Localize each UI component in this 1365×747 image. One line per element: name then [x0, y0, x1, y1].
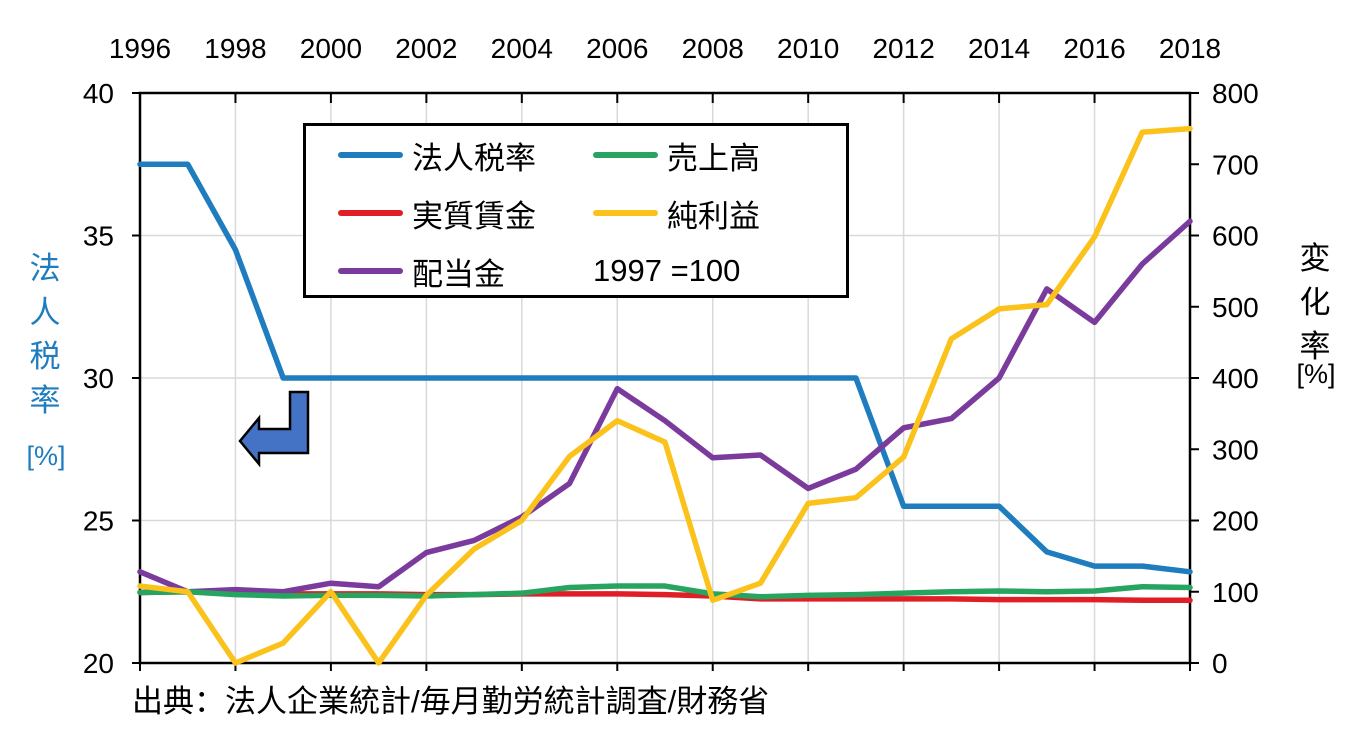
series-line-4 — [137, 125, 1193, 666]
axis-title-char: 化 — [1299, 285, 1331, 320]
x-tick-label: 2006 — [586, 33, 648, 64]
x-tick-label: 2010 — [777, 33, 839, 64]
series-line-3 — [137, 583, 1193, 600]
right-tick-label: 100 — [1212, 577, 1259, 608]
series-line-0 — [137, 161, 1193, 575]
right-tick-label: 800 — [1212, 78, 1259, 109]
legend-item: 法人税率 — [338, 138, 536, 176]
legend-swatch — [338, 152, 403, 158]
legend-item: 売上高 — [593, 138, 760, 176]
axis-title-char: 人 — [29, 295, 61, 330]
legend-item: 純利益 — [593, 196, 760, 234]
legend-item: 配当金 — [338, 254, 505, 292]
left-axis-title: 法人税率 — [27, 247, 63, 423]
axis-title-char: 率 — [1299, 329, 1331, 364]
legend-item: 実質賃金 — [338, 196, 536, 234]
down-left-arrow-annotation — [238, 390, 310, 468]
axis-title-char: 変 — [1299, 241, 1331, 276]
legend-label: 売上高 — [667, 140, 760, 176]
legend-swatch — [338, 268, 403, 274]
axis-title-char: 税 — [29, 339, 61, 374]
left-tick-label: 40 — [83, 78, 114, 109]
right-axis-title: 変化率 — [1297, 237, 1333, 369]
legend-label: 純利益 — [667, 198, 760, 234]
x-tick-label: 2018 — [1159, 33, 1221, 64]
right-tick-label: 200 — [1212, 506, 1259, 537]
x-tick-label: 2000 — [300, 33, 362, 64]
right-tick-label: 600 — [1212, 221, 1259, 252]
x-tick-label: 2008 — [682, 33, 744, 64]
axis-title-char: 法 — [29, 251, 61, 286]
legend-label: 配当金 — [412, 256, 505, 292]
left-tick-label: 35 — [83, 221, 114, 252]
right-tick-label: 0 — [1212, 648, 1228, 679]
axis-title-char: 率 — [29, 383, 61, 418]
x-tick-label: 2012 — [872, 33, 934, 64]
left-axis-unit: [%] — [26, 441, 66, 471]
x-tick-label: 2002 — [395, 33, 457, 64]
right-tick-label: 500 — [1212, 292, 1259, 323]
right-tick-label: 700 — [1212, 149, 1259, 180]
legend: 法人税率実質賃金配当金 売上高純利益 1997 =100 — [303, 123, 849, 298]
right-tick-label: 400 — [1212, 363, 1259, 394]
left-tick-label: 20 — [83, 648, 114, 679]
right-tick-label: 300 — [1212, 434, 1259, 465]
legend-swatch — [338, 210, 403, 216]
x-tick-label: 1996 — [109, 33, 171, 64]
legend-swatch — [593, 152, 658, 158]
legend-label: 法人税率 — [412, 140, 536, 176]
legend-baseline-note: 1997 =100 — [593, 253, 741, 288]
source-note: 出典：法人企業統計/毎月勤労統計調査/財務省 — [132, 684, 770, 719]
left-tick-label: 30 — [83, 363, 114, 394]
x-tick-label: 2004 — [491, 33, 553, 64]
legend-swatch — [593, 210, 658, 216]
left-tick-label: 25 — [83, 506, 114, 537]
x-tick-label: 2016 — [1063, 33, 1125, 64]
x-tick-label: 2014 — [968, 33, 1030, 64]
legend-label: 実質賃金 — [412, 198, 536, 234]
right-axis-unit: [%] — [1296, 359, 1336, 389]
x-tick-label: 1998 — [204, 33, 266, 64]
series-line-2 — [137, 218, 1193, 595]
